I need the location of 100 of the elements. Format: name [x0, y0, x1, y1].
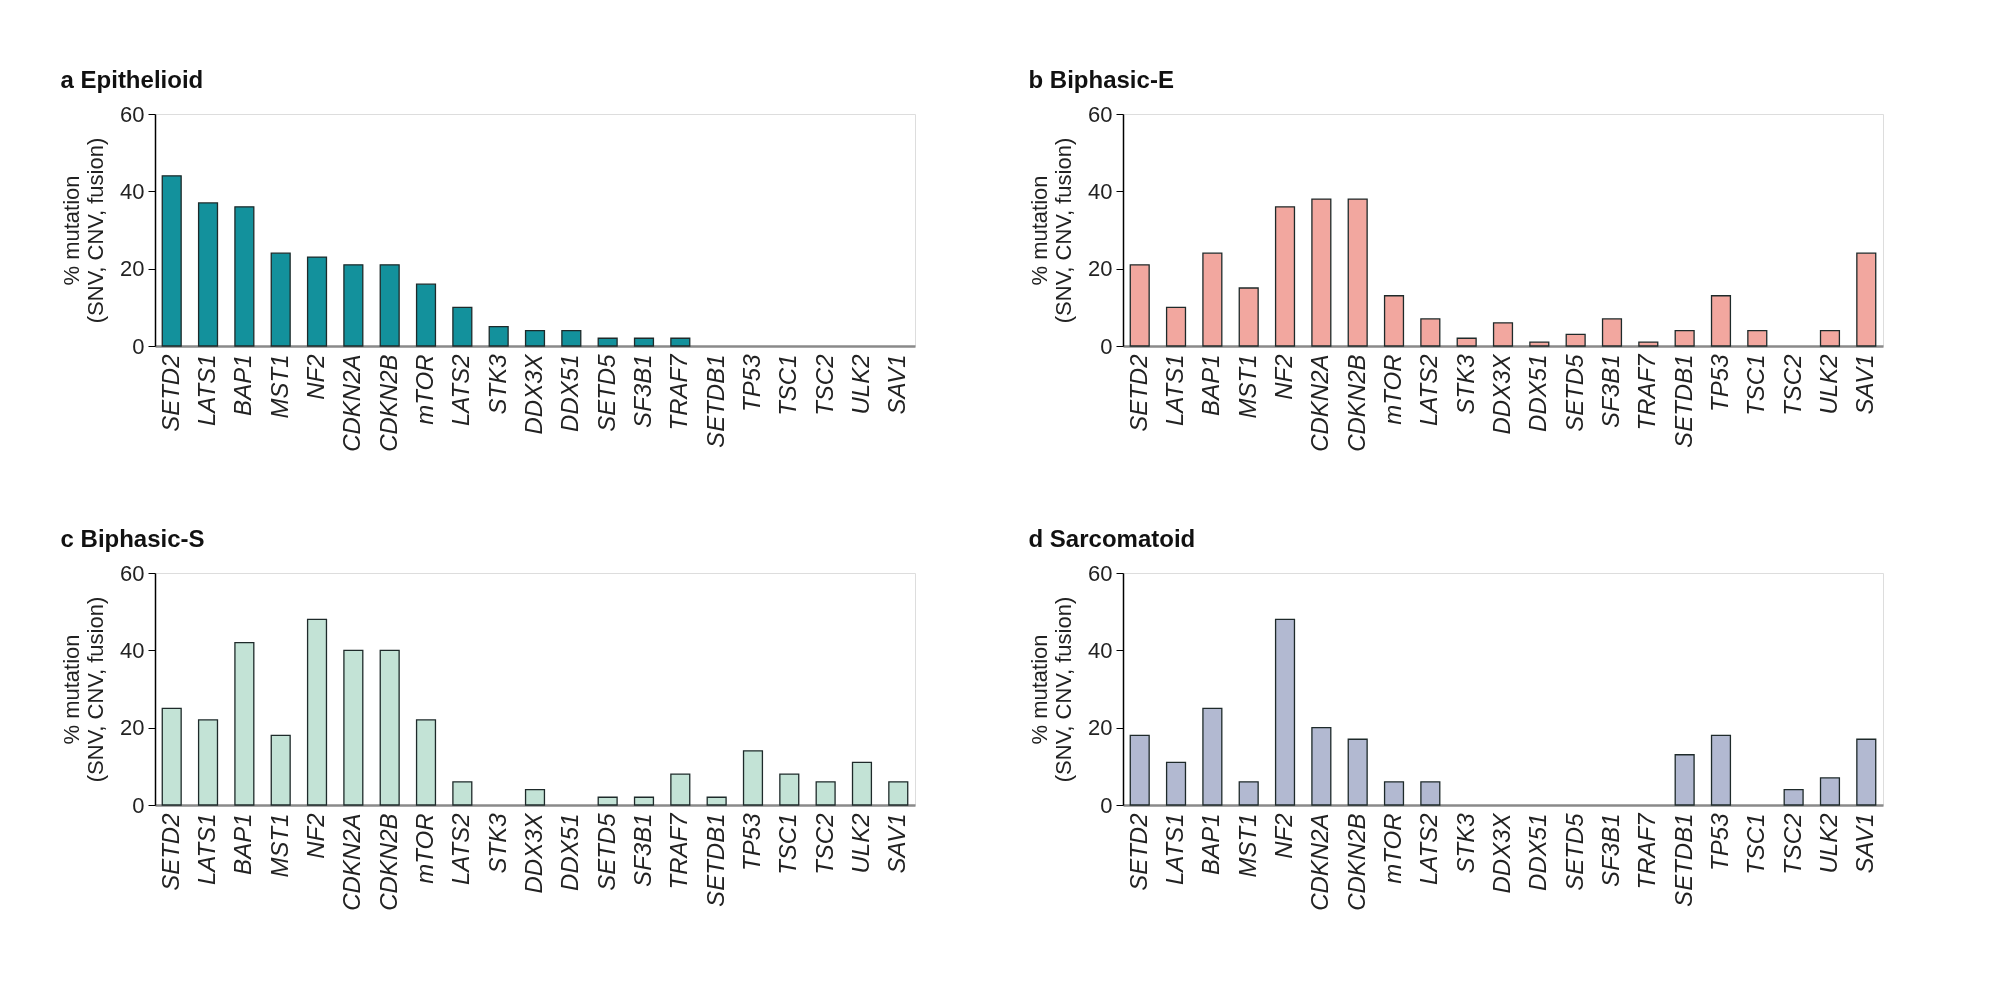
x-tick-label: TSC2: [810, 354, 838, 416]
bar: [1674, 329, 1695, 347]
x-tick-label: CDKN2A: [1306, 813, 1334, 911]
bar: [670, 337, 691, 347]
x-tick-label: TSC2: [810, 813, 838, 875]
x-tick-label: STK3: [1451, 353, 1479, 415]
x-tick-label: SETDB1: [701, 354, 729, 448]
x-tick-label: TRAF7: [665, 811, 693, 890]
x-tick-label: CDKN2B: [374, 354, 402, 452]
bar: [379, 649, 400, 806]
x-tick-label: TRAF7: [665, 352, 693, 431]
x-tick-label: LATS1: [193, 354, 221, 427]
x-tick-label: STK3: [483, 353, 511, 415]
bar: [1638, 341, 1659, 347]
x-tick-label: mTOR: [411, 354, 439, 425]
x-tick-label: SETDB1: [1669, 354, 1697, 448]
bar: [234, 206, 255, 347]
x-tick-label: ULK2: [1814, 354, 1842, 415]
x-tick-label: TP53: [1705, 812, 1733, 871]
x-tick-label: CDKN2B: [374, 813, 402, 911]
x-tick-label: SF3B1: [1596, 354, 1624, 428]
x-tick-label: LATS2: [1415, 813, 1443, 886]
y-tick-label: 60: [1088, 560, 1113, 586]
bar: [524, 329, 546, 347]
x-tick-label: mTOR: [1379, 813, 1407, 884]
x-tick-label: TP53: [737, 353, 765, 412]
bar: [1529, 341, 1550, 347]
bar: [1819, 329, 1841, 347]
x-tick-label: SF3B1: [628, 354, 656, 428]
x-tick-label: TRAF7: [1633, 811, 1661, 890]
x-tick-label: DDX51: [556, 354, 584, 432]
x-tick-label: LATS2: [447, 813, 475, 886]
x-tick-label: SETD2: [1124, 813, 1152, 891]
bar: [1492, 322, 1514, 347]
bar: [270, 734, 291, 806]
bar: [234, 641, 255, 806]
y-tick-label: 40: [1088, 178, 1113, 204]
bar: [197, 719, 219, 806]
bar: [1311, 727, 1332, 806]
x-tick-label: SF3B1: [628, 813, 656, 887]
bar: [452, 781, 473, 806]
bar: [161, 175, 182, 347]
x-tick-label: TSC2: [1778, 354, 1806, 416]
bar: [1856, 252, 1877, 347]
x-tick-label: MST1: [1233, 354, 1261, 419]
chart-title: d Sarcomatoid: [1028, 525, 1196, 552]
y-tick-label: 0: [132, 333, 145, 359]
x-tick-label: TSC1: [774, 813, 802, 875]
bar: [706, 796, 727, 806]
x-tick-label: SETDB1: [701, 813, 729, 907]
x-tick-label: BAP1: [229, 813, 257, 875]
y-tick-label: 0: [1100, 792, 1113, 818]
x-tick-label: TSC1: [1742, 813, 1770, 875]
x-tick-label: NF2: [302, 813, 330, 859]
bar: [597, 337, 618, 347]
y-tick-label: 40: [1088, 637, 1113, 663]
bar: [815, 781, 836, 806]
bar: [1710, 734, 1732, 806]
bar: [1456, 337, 1477, 347]
x-tick-label: LATS2: [447, 354, 475, 427]
bar: [343, 649, 364, 806]
x-tick-label: NF2: [302, 354, 330, 400]
x-tick-label: CDKN2A: [338, 813, 366, 911]
x-tick-label: mTOR: [1379, 354, 1407, 425]
x-tick-label: TSC2: [1778, 813, 1806, 875]
bar: [1565, 333, 1586, 347]
x-tick-label: ULK2: [846, 354, 874, 415]
x-tick-label: TSC1: [774, 354, 802, 416]
x-tick-label: ULK2: [846, 813, 874, 874]
bar: [343, 264, 364, 347]
x-tick-label: SETD5: [592, 353, 620, 432]
x-tick-label: CDKN2A: [338, 354, 366, 452]
x-tick-label: DDX3X: [520, 812, 547, 894]
chart-title: c Biphasic-S: [60, 525, 205, 552]
x-tick-label: DDX51: [1524, 813, 1552, 891]
bar: [851, 761, 873, 806]
bar: [197, 202, 219, 347]
y-tick-label: 40: [120, 178, 145, 204]
x-tick-label: TRAF7: [1633, 352, 1661, 431]
y-axis-title: % mutation (SNV, CNV, fusion): [59, 596, 109, 783]
x-tick-label: LATS2: [1415, 354, 1443, 427]
bar: [1202, 707, 1223, 806]
bar: [633, 337, 655, 347]
x-tick-label: NF2: [1270, 813, 1298, 859]
x-tick-label: BAP1: [1197, 354, 1225, 416]
x-tick-label: SETD5: [1560, 812, 1588, 891]
bar: [1383, 295, 1405, 347]
x-tick-label: SETD5: [1560, 353, 1588, 432]
x-tick-label: SETD5: [592, 812, 620, 891]
x-tick-label: BAP1: [229, 354, 257, 416]
bar: [1238, 287, 1259, 347]
bar: [1129, 734, 1150, 806]
x-tick-label: STK3: [483, 812, 511, 874]
x-tick-label: SF3B1: [1596, 813, 1624, 887]
bar: [1129, 264, 1150, 347]
x-tick-label: ULK2: [1814, 813, 1842, 874]
bar: [561, 329, 582, 347]
bar: [1347, 198, 1368, 347]
bar: [1819, 777, 1841, 806]
y-tick-label: 20: [120, 256, 145, 282]
